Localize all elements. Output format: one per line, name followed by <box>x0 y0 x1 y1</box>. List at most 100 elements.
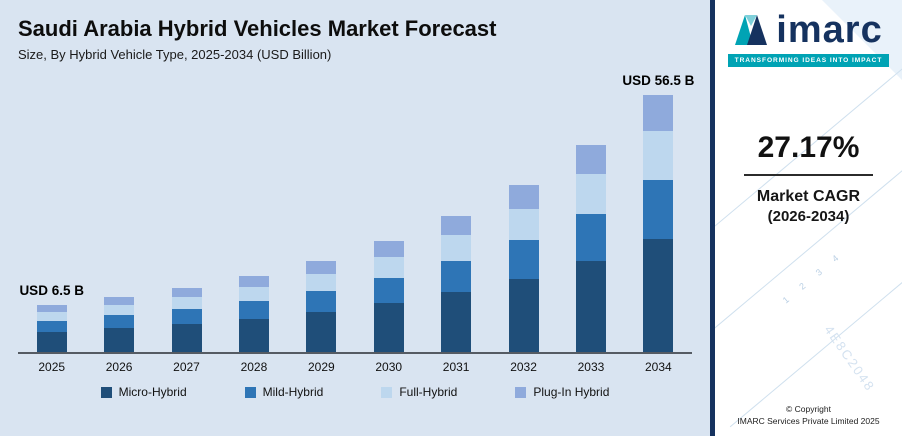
bar-segment-full-hybrid <box>441 235 472 262</box>
bar-segment-micro-hybrid <box>104 328 135 353</box>
copyright: © Copyright IMARC Services Private Limit… <box>737 403 879 429</box>
legend-item-full-hybrid: Full-Hybrid <box>381 385 457 399</box>
cagr-value: 27.17% <box>743 131 874 176</box>
stacked-bar <box>575 145 606 353</box>
bar-segment-full-hybrid <box>306 274 337 292</box>
x-axis-labels: 2025 2026 2027 2028 2029 2030 2031 2032 2033 2034 <box>18 354 692 374</box>
copyright-line2: IMARC Services Private Limited 2025 <box>737 416 880 427</box>
cagr-period: (2026-2034) <box>767 208 850 225</box>
bar-column: USD 6.5 B <box>18 64 85 353</box>
bar-column <box>355 64 422 353</box>
x-axis-label: 2028 <box>240 360 268 375</box>
decorative-ruler-numbers: 1 2 3 4 <box>780 248 846 306</box>
bar-segment-plug-in-hybrid <box>36 305 67 312</box>
bar-segment-micro-hybrid <box>238 318 269 353</box>
x-axis-label: 2026 <box>105 360 133 375</box>
legend-label: Plug-In Hybrid <box>533 385 610 400</box>
bar-segment-micro-hybrid <box>306 312 337 353</box>
bar-segment-plug-in-hybrid <box>643 95 674 132</box>
logo-tagline: TRANSFORMING IDEAS INTO IMPACT <box>727 54 890 67</box>
bar-segment-plug-in-hybrid <box>238 276 269 287</box>
bar-segment-full-hybrid <box>36 311 67 321</box>
stacked-bar <box>508 185 539 353</box>
page-title: Saudi Arabia Hybrid Vehicles Market Fore… <box>18 16 497 41</box>
x-axis-label: 2027 <box>173 360 200 375</box>
bar-column <box>153 64 220 353</box>
bar-segment-full-hybrid <box>575 174 606 214</box>
bar-column <box>422 64 489 353</box>
stacked-bar <box>441 216 472 353</box>
bar-segment-micro-hybrid <box>171 324 202 353</box>
legend-label: Mild-Hybrid <box>262 385 324 400</box>
bar-segment-micro-hybrid <box>508 278 539 353</box>
copyright-line1: © Copyright <box>785 403 831 414</box>
bar-segment-mild-hybrid <box>238 301 269 319</box>
stacked-bar <box>643 95 674 353</box>
stacked-bar <box>306 261 337 353</box>
bar-segment-micro-hybrid <box>36 331 67 353</box>
stacked-bar <box>171 288 202 353</box>
bar-segment-mild-hybrid <box>373 277 404 304</box>
bar-segment-plug-in-hybrid <box>104 297 135 306</box>
bar-segment-mild-hybrid <box>104 315 135 329</box>
legend-swatch <box>100 386 112 398</box>
bar-segment-full-hybrid <box>104 305 135 316</box>
x-axis-label: 2033 <box>577 360 605 375</box>
bar-column <box>557 64 624 353</box>
legend: Micro-Hybrid Mild-Hybrid Full-Hybrid Plug-I… <box>18 374 692 403</box>
bar-segment-mild-hybrid <box>306 291 337 313</box>
cagr-label: Market CAGR <box>756 188 861 205</box>
bar-segment-plug-in-hybrid <box>171 288 202 298</box>
bar-segment-full-hybrid <box>508 208 539 241</box>
x-axis-label: 2032 <box>510 360 537 375</box>
bar-segment-micro-hybrid <box>441 292 472 353</box>
bar-column: USD 56.5 B <box>622 64 694 353</box>
legend-item-micro-hybrid: Micro-Hybrid <box>100 385 187 400</box>
bar-column <box>490 64 557 353</box>
bar-segment-mild-hybrid <box>36 320 67 332</box>
decorative-digits: 4E8C2048 <box>820 322 878 395</box>
imarc-logo-text: imarc <box>776 8 883 51</box>
chart-panel: Saudi Arabia Hybrid Vehicles Market Fore… <box>0 0 710 436</box>
bar-segment-mild-hybrid <box>171 309 202 325</box>
bar-segment-full-hybrid <box>238 286 269 302</box>
bar-segment-plug-in-hybrid <box>373 241 404 257</box>
legend-swatch <box>515 386 527 398</box>
legend-swatch <box>381 386 393 398</box>
imarc-logo: imarc <box>734 8 883 51</box>
legend-label: Full-Hybrid <box>399 385 458 400</box>
bar-column <box>220 64 287 353</box>
bar-column <box>288 64 355 353</box>
legend-label: Micro-Hybrid <box>118 385 187 400</box>
legend-swatch <box>244 386 256 398</box>
x-axis-label: 2029 <box>307 360 335 375</box>
bar-segment-micro-hybrid <box>575 261 606 353</box>
bar-segment-plug-in-hybrid <box>306 261 337 275</box>
bar-segment-full-hybrid <box>643 131 674 181</box>
chart-subtitle: Size, By Hybrid Vehicle Type, 2025-2034 … <box>18 47 332 63</box>
bar-column <box>85 64 152 353</box>
legend-item-plug-in-hybrid: Plug-In Hybrid <box>515 385 609 399</box>
stacked-bar <box>104 297 135 353</box>
bar-segment-plug-in-hybrid <box>508 185 539 209</box>
x-axis-line <box>18 352 692 355</box>
bar-segment-mild-hybrid <box>441 261 472 293</box>
bar-annotation: USD 6.5 B <box>19 283 84 299</box>
sidebar: 1 2 3 4 4E8C2048 imarc TRANSFORMING IDEA… <box>710 0 902 436</box>
x-axis-label: 2025 <box>38 360 66 375</box>
cagr-block: 27.17% Market CAGR (2026-2034) <box>743 131 874 225</box>
bar-segment-plug-in-hybrid <box>441 216 472 236</box>
bar-segment-full-hybrid <box>171 297 202 310</box>
bar-segment-micro-hybrid <box>373 303 404 353</box>
bar-segment-mild-hybrid <box>508 240 539 279</box>
bar-segment-mild-hybrid <box>643 180 674 240</box>
decorative-line <box>729 233 902 428</box>
stacked-bar <box>238 276 269 353</box>
bar-segment-full-hybrid <box>373 256 404 278</box>
legend-item-mild-hybrid: Mild-Hybrid <box>244 385 324 400</box>
bar-segment-micro-hybrid <box>643 239 674 353</box>
bar-segment-mild-hybrid <box>575 213 606 262</box>
x-axis-label: 2031 <box>442 360 470 375</box>
plot-area: USD 6.5 B USD 56.5 B <box>18 64 694 353</box>
